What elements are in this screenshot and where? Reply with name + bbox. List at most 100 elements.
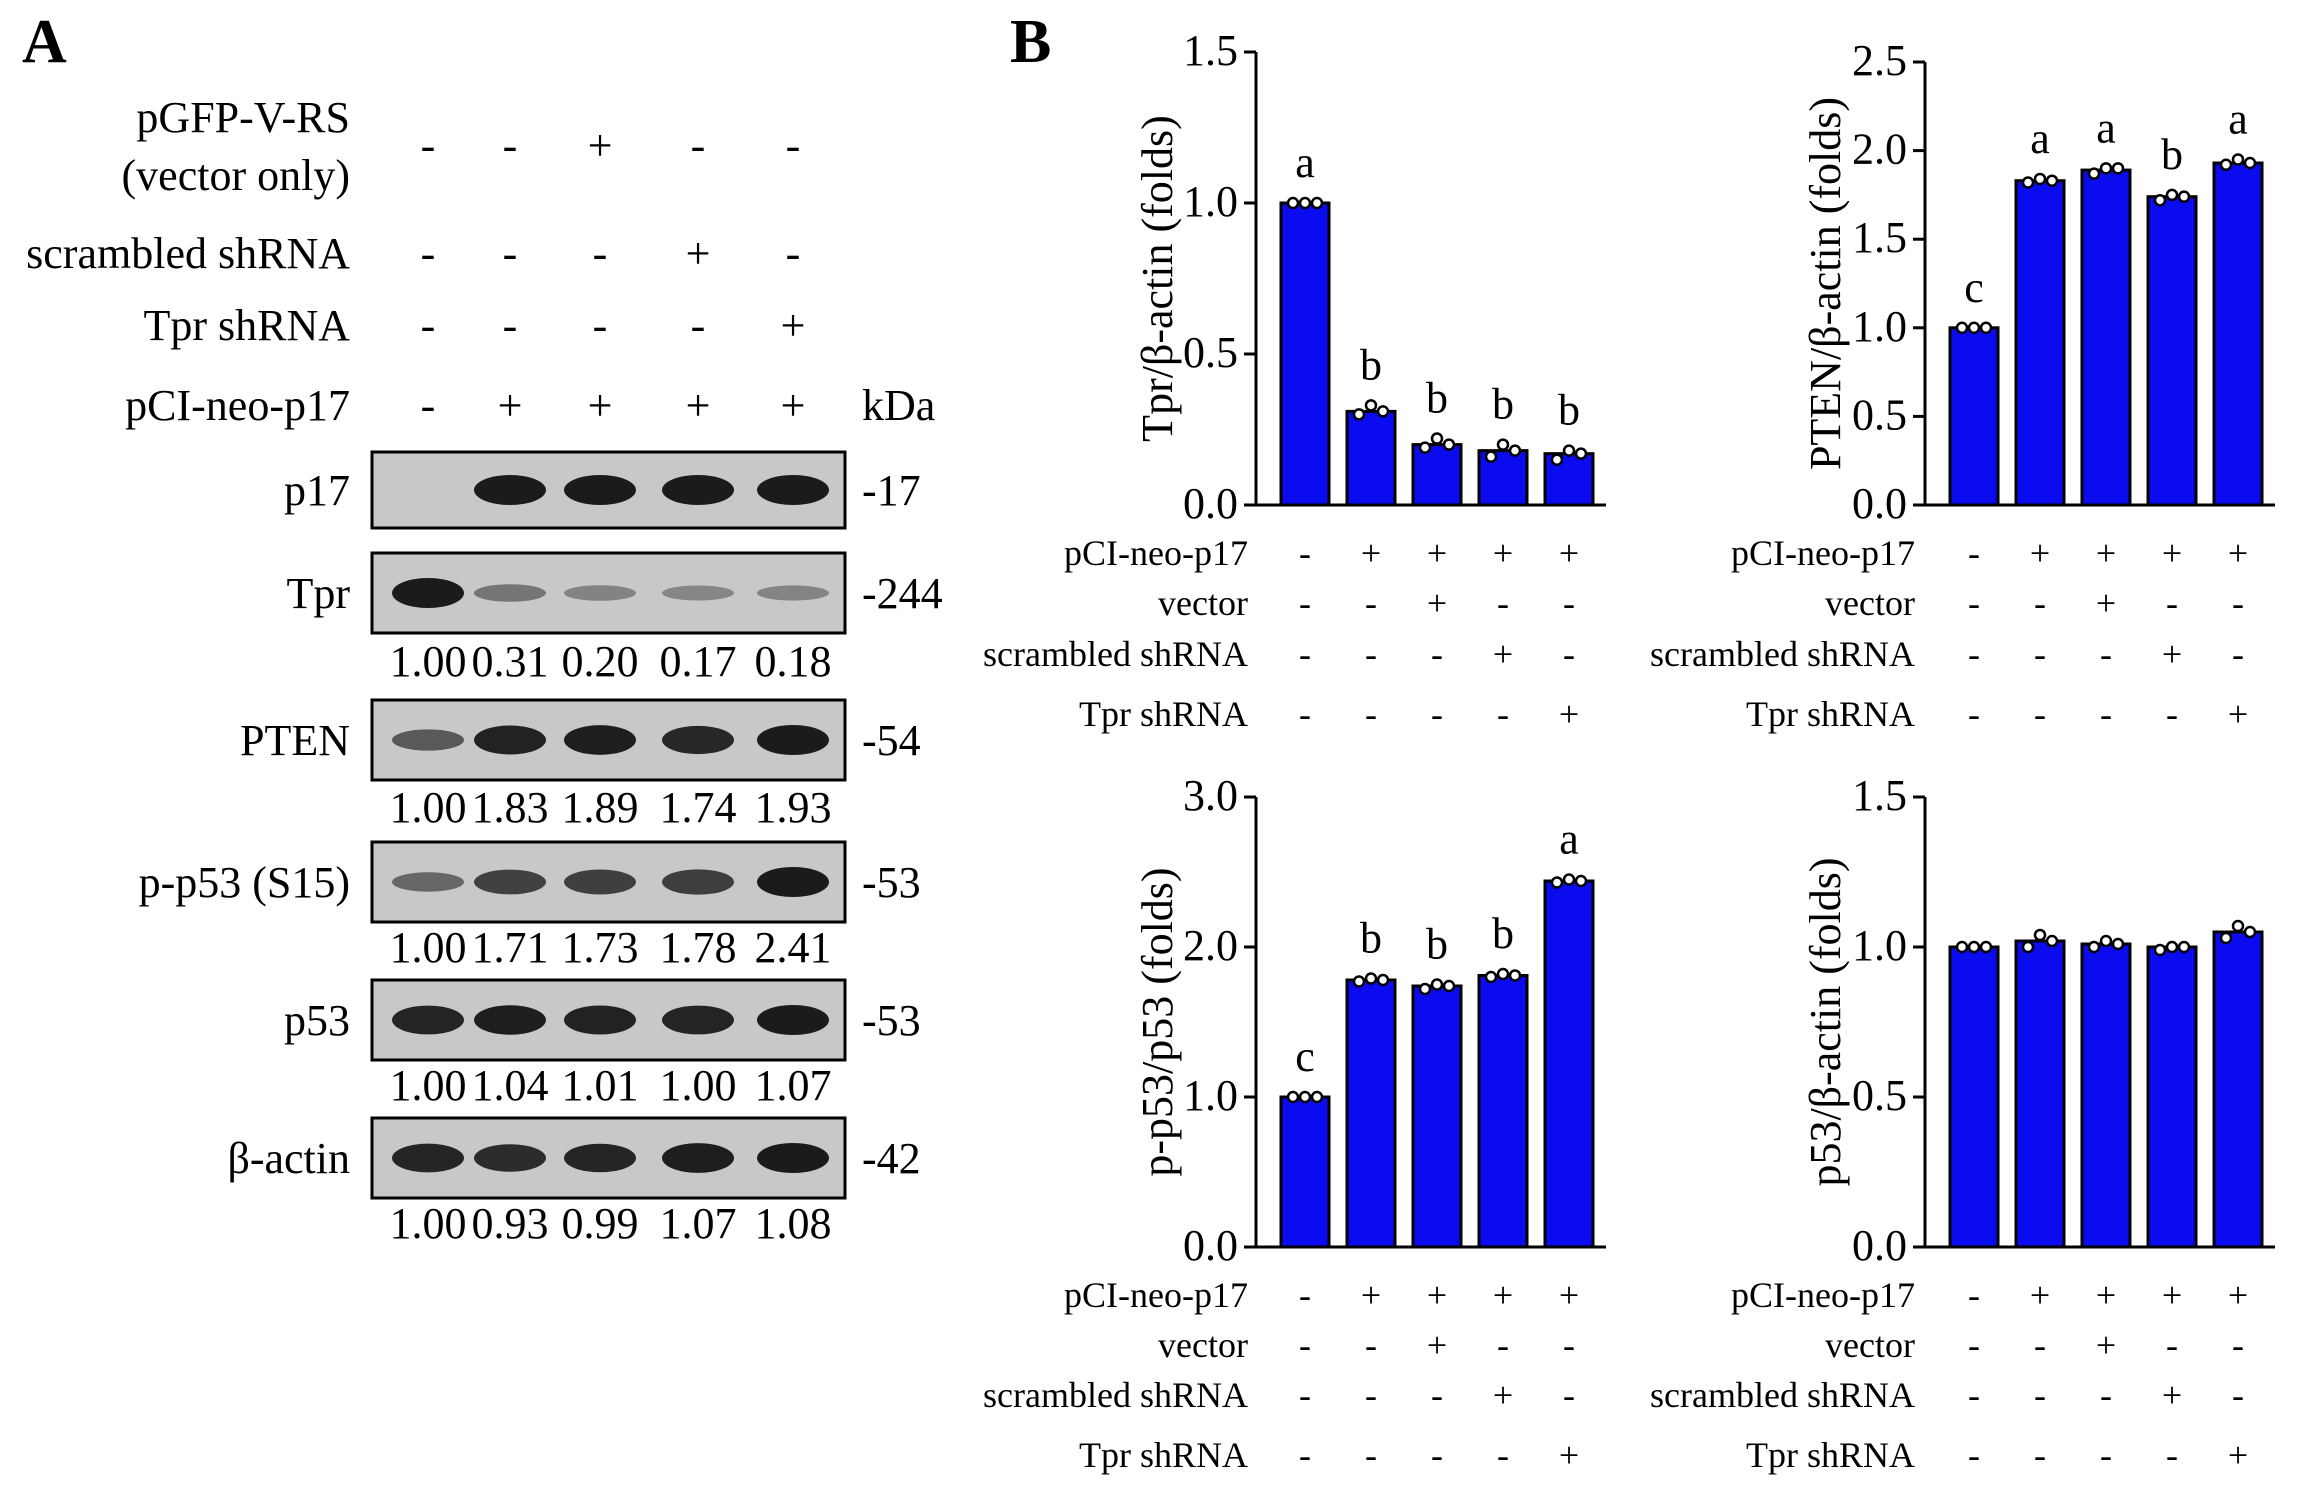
data-point — [2165, 188, 2179, 202]
bar — [1543, 879, 1595, 1249]
data-point — [2111, 937, 2125, 951]
condition-label: scrambled shRNA — [26, 229, 350, 278]
significance-letter: a — [1295, 138, 1315, 187]
y-tick-label: 1.5 — [1852, 213, 1907, 262]
blot-band — [662, 475, 734, 505]
condition-sign: + — [1493, 1375, 1513, 1415]
y-tick-label: 0.0 — [1852, 479, 1907, 528]
data-point — [1562, 873, 1576, 886]
condition-label: scrambled shRNA — [983, 634, 1248, 674]
condition-sign: - — [2034, 583, 2046, 623]
condition-sign: + — [2096, 533, 2116, 573]
condition-label: (vector only) — [122, 151, 350, 200]
blot-band — [757, 867, 829, 897]
significance-letter: b — [1426, 374, 1448, 423]
significance-letter: c — [1295, 1032, 1315, 1081]
condition-sign: - — [2034, 1375, 2046, 1415]
condition-sign: - — [1431, 1375, 1443, 1415]
condition-label: Tpr shRNA — [1746, 1435, 1915, 1475]
condition-sign: - — [1497, 1435, 1509, 1475]
condition-sign: - — [503, 121, 518, 170]
condition-sign: + — [686, 229, 711, 278]
data-point — [2045, 934, 2059, 948]
data-point — [2231, 919, 2245, 933]
blot-band — [564, 585, 636, 601]
blot-band — [662, 1143, 734, 1173]
condition-sign: - — [2232, 634, 2244, 674]
blot-band — [564, 725, 636, 755]
condition-sign: - — [2100, 1435, 2112, 1475]
blot-band — [564, 1005, 636, 1035]
condition-sign: + — [1427, 583, 1447, 623]
data-point — [1286, 196, 1300, 210]
condition-sign: + — [2162, 1375, 2182, 1415]
quant-value: 0.17 — [660, 637, 737, 686]
condition-sign: - — [593, 301, 608, 350]
kda-marker: -53 — [862, 858, 921, 907]
y-axis-label: PTEN/β-actin (folds) — [1801, 97, 1850, 470]
condition-sign: - — [1299, 1375, 1311, 1415]
bar — [1411, 443, 1463, 507]
condition-sign: + — [2228, 533, 2248, 573]
condition-sign: - — [1497, 583, 1509, 623]
data-point — [1496, 967, 1510, 981]
quant-value: 2.41 — [755, 923, 832, 972]
y-tick-label: 2.0 — [1183, 921, 1238, 970]
panel-a-letter: A — [22, 8, 67, 76]
data-point — [2033, 928, 2047, 942]
data-point — [2111, 162, 2125, 175]
blot-band — [474, 475, 546, 505]
condition-sign: - — [421, 301, 436, 350]
condition-sign: + — [1559, 1275, 1579, 1315]
y-tick-label: 1.5 — [1183, 26, 1238, 75]
data-point — [1955, 321, 1969, 335]
condition-sign: + — [1493, 634, 1513, 674]
blot-band — [662, 1005, 734, 1035]
condition-label: Tpr shRNA — [1079, 1435, 1248, 1475]
significance-letter: a — [2096, 103, 2116, 152]
y-tick-label: 0.5 — [1852, 1071, 1907, 1120]
condition-sign: + — [1493, 1275, 1513, 1315]
condition-sign: - — [2166, 1325, 2178, 1365]
condition-sign: - — [1299, 1435, 1311, 1475]
condition-sign: - — [1497, 694, 1509, 734]
condition-sign: + — [1559, 1435, 1579, 1475]
condition-sign: + — [2030, 533, 2050, 573]
condition-sign: - — [1563, 1325, 1575, 1365]
panel-a-western-blots: pGFP-V-RS (vector only) - - + - - scrambled shR… — [26, 93, 943, 1248]
condition-label: scrambled shRNA — [983, 1375, 1248, 1415]
blot-band — [474, 584, 546, 602]
bar — [1345, 409, 1397, 507]
condition-sign: - — [691, 301, 706, 350]
blot-label: β-actin — [227, 1134, 350, 1183]
y-tick-label: 0.0 — [1852, 1221, 1907, 1270]
bar — [2212, 930, 2264, 1249]
condition-sign: - — [1497, 1325, 1509, 1365]
bar — [2014, 939, 2066, 1249]
quant-value: 1.00 — [390, 637, 467, 686]
bar — [1948, 326, 2000, 507]
condition-sign: - — [2100, 1375, 2112, 1415]
condition-label: pCI-neo-p17 — [1064, 1275, 1248, 1315]
bar — [1948, 945, 2000, 1249]
y-axis-label: p53/β-actin (folds) — [1801, 857, 1850, 1186]
quant-value: 1.73 — [562, 923, 639, 972]
condition-sign: - — [1563, 1375, 1575, 1415]
data-point — [1442, 438, 1456, 451]
data-point — [1562, 444, 1576, 457]
quant-value: 0.99 — [562, 1199, 639, 1248]
condition-label: vector — [1158, 583, 1248, 623]
blot-band — [474, 869, 546, 895]
data-point — [1550, 453, 1564, 466]
y-tick-label: 0.5 — [1183, 328, 1238, 377]
y-tick-label: 0.0 — [1183, 1221, 1238, 1270]
condition-sign: - — [1968, 1325, 1980, 1365]
data-point — [1979, 940, 1993, 954]
data-point — [1955, 940, 1969, 954]
blot-label: Tpr — [286, 569, 350, 618]
condition-sign: - — [1299, 694, 1311, 734]
quant-value: 1.93 — [755, 783, 832, 832]
condition-sign: - — [421, 121, 436, 170]
condition-sign: - — [2166, 694, 2178, 734]
quant-value: 1.04 — [472, 1061, 549, 1110]
